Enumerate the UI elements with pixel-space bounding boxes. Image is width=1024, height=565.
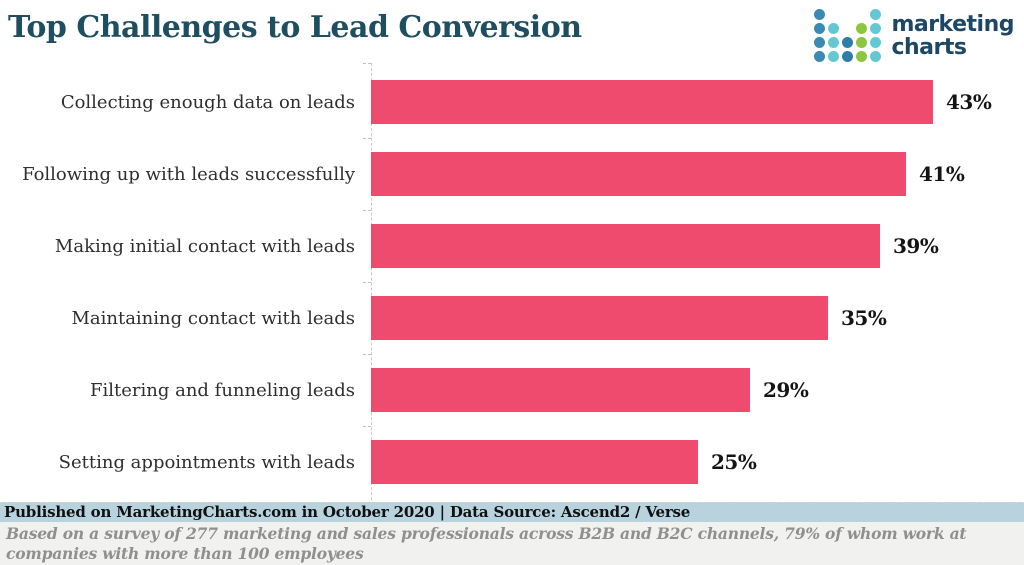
value-label: 43% <box>946 90 992 114</box>
logo-dot <box>842 23 853 34</box>
logo-dot <box>814 37 826 48</box>
category-label: Following up with leads successfully <box>22 163 355 185</box>
chart-row: Making initial contact with leads 39% <box>0 210 1024 283</box>
chart-row: Maintaining contact with leads 35% <box>0 282 1024 355</box>
page-title: Top Challenges to Lead Conversion <box>8 10 582 45</box>
category-label: Collecting enough data on leads <box>60 91 355 113</box>
survey-note: Based on a survey of 277 marketing and s… <box>0 522 1024 565</box>
bar-track: 39% <box>371 210 1024 282</box>
axis-tick-mark <box>363 354 371 355</box>
logo-dot <box>856 37 868 48</box>
category-axis-line <box>371 63 372 500</box>
axis-tick-mark <box>363 138 371 139</box>
logo-dots-icon <box>814 9 882 62</box>
chart-row: Collecting enough data on leads 43% <box>0 66 1024 139</box>
marketingcharts-logo: marketing charts <box>814 9 1014 62</box>
logo-dot <box>828 37 840 48</box>
chart-row: Setting appointments with leads 25% <box>0 426 1024 498</box>
category-label: Filtering and funneling leads <box>90 379 355 401</box>
bar <box>371 152 906 196</box>
value-label: 35% <box>841 306 887 330</box>
logo-wordmark: marketing charts <box>891 13 1014 59</box>
value-label: 29% <box>763 378 809 402</box>
bar-track: 35% <box>371 282 1024 354</box>
logo-word-marketing: marketing <box>891 11 1014 37</box>
value-label: 39% <box>893 234 939 258</box>
bar-chart: Collecting enough data on leads 43% Follow… <box>0 63 1024 502</box>
bar <box>371 80 933 124</box>
category-label: Setting appointments with leads <box>58 451 355 473</box>
bar <box>371 440 698 484</box>
logo-dot <box>814 9 826 20</box>
logo-dot <box>842 9 853 20</box>
logo-dot <box>814 51 826 62</box>
logo-dot <box>870 9 882 20</box>
logo-dot <box>842 37 854 48</box>
bar-track: 29% <box>371 354 1024 426</box>
logo-dot <box>870 37 882 48</box>
published-source-bar: Published on MarketingCharts.com in Octo… <box>0 502 1024 522</box>
bar <box>371 224 880 268</box>
value-label: 41% <box>919 162 965 186</box>
logo-dot <box>856 9 867 20</box>
logo-dot <box>828 9 839 20</box>
logo-dot <box>856 23 868 34</box>
logo-word-charts: charts <box>891 34 967 60</box>
logo-dot <box>842 51 854 62</box>
bar-track: 41% <box>371 138 1024 210</box>
chart-row: Filtering and funneling leads 29% <box>0 354 1024 427</box>
axis-tick-mark <box>363 426 371 427</box>
logo-dot <box>870 23 882 34</box>
axis-tick-mark <box>363 210 371 211</box>
chart-row: Following up with leads successfully 41% <box>0 138 1024 211</box>
logo-dot <box>856 51 868 62</box>
logo-dot <box>828 51 840 62</box>
bar <box>371 296 828 340</box>
bar-track: 25% <box>371 426 1024 498</box>
axis-tick-mark <box>363 63 371 64</box>
logo-dot <box>870 51 882 62</box>
bar-track: 43% <box>371 66 1024 138</box>
logo-dot <box>828 23 840 34</box>
category-label: Maintaining contact with leads <box>71 307 355 329</box>
category-label: Making initial contact with leads <box>54 235 355 257</box>
axis-tick-mark <box>363 282 371 283</box>
logo-dot <box>814 23 826 34</box>
bar <box>371 368 750 412</box>
value-label: 25% <box>711 450 757 474</box>
